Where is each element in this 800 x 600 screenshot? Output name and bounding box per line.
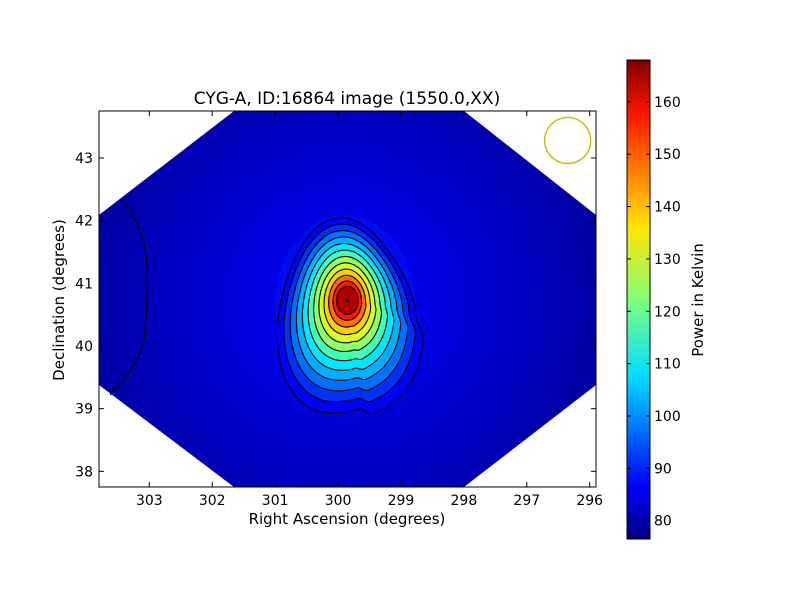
contour-line xyxy=(318,262,377,344)
y-axis-ticks: 38 39 40 41 42 43 xyxy=(75,151,596,480)
colorbar-tick-label: 110 xyxy=(654,357,681,373)
colorbar-tick-label: 140 xyxy=(654,200,681,216)
y-tick-label: 38 xyxy=(75,464,93,480)
y-tick-label: 40 xyxy=(75,339,93,355)
heatmap-image xyxy=(99,111,596,487)
contour-line xyxy=(301,242,395,371)
left-contour xyxy=(109,199,148,396)
colorbar-tick-label: 90 xyxy=(654,461,672,477)
contour-line xyxy=(307,249,389,362)
x-tick-label: 299 xyxy=(388,493,415,509)
contour-line xyxy=(283,223,416,403)
contour-line xyxy=(313,255,383,353)
plot-frame xyxy=(98,110,597,488)
colorbar-tick-label: 120 xyxy=(654,304,681,320)
contour-line xyxy=(332,280,363,321)
colorbar-tick-label: 160 xyxy=(654,95,681,111)
source-peak-marker xyxy=(345,298,350,302)
x-tick-label: 298 xyxy=(451,493,478,509)
colorbar-label: Power in Kelvin xyxy=(689,243,707,357)
contour-line xyxy=(328,274,367,328)
x-axis-label: Right Ascension (degrees) xyxy=(249,510,446,528)
colorbar-tick-label: 130 xyxy=(654,252,681,268)
colorbar-tick-label: 100 xyxy=(654,409,681,425)
x-axis-ticks: 303 302 301 300 299 298 297 296 xyxy=(136,111,603,509)
contour-line xyxy=(295,236,402,381)
contour-lines xyxy=(276,217,424,415)
colorbar-tick-label: 150 xyxy=(654,147,681,163)
x-tick-label: 301 xyxy=(262,493,289,509)
contour-line xyxy=(289,230,409,392)
y-tick-label: 42 xyxy=(75,214,93,230)
colorbar xyxy=(626,59,651,540)
contour-line xyxy=(336,285,359,315)
y-tick-label: 41 xyxy=(75,276,93,292)
y-tick-label: 43 xyxy=(75,151,93,167)
x-tick-label: 297 xyxy=(513,493,540,509)
x-tick-label: 303 xyxy=(136,493,163,509)
x-tick-label: 296 xyxy=(576,493,603,509)
x-tick-label: 302 xyxy=(199,493,226,509)
colorbar-tick-label: 80 xyxy=(654,514,672,530)
chart-title: CYG-A, ID:16864 image (1550.0,XX) xyxy=(194,89,500,109)
contour-line xyxy=(276,217,424,415)
x-tick-label: 300 xyxy=(325,493,352,509)
y-axis-label: Declination (degrees) xyxy=(50,219,68,381)
contour-line xyxy=(323,268,372,336)
beam-marker xyxy=(543,116,592,165)
y-tick-label: 39 xyxy=(75,402,93,418)
colorbar-ticks: 80 90 100 110 120 130 140 150 160 xyxy=(627,95,681,530)
